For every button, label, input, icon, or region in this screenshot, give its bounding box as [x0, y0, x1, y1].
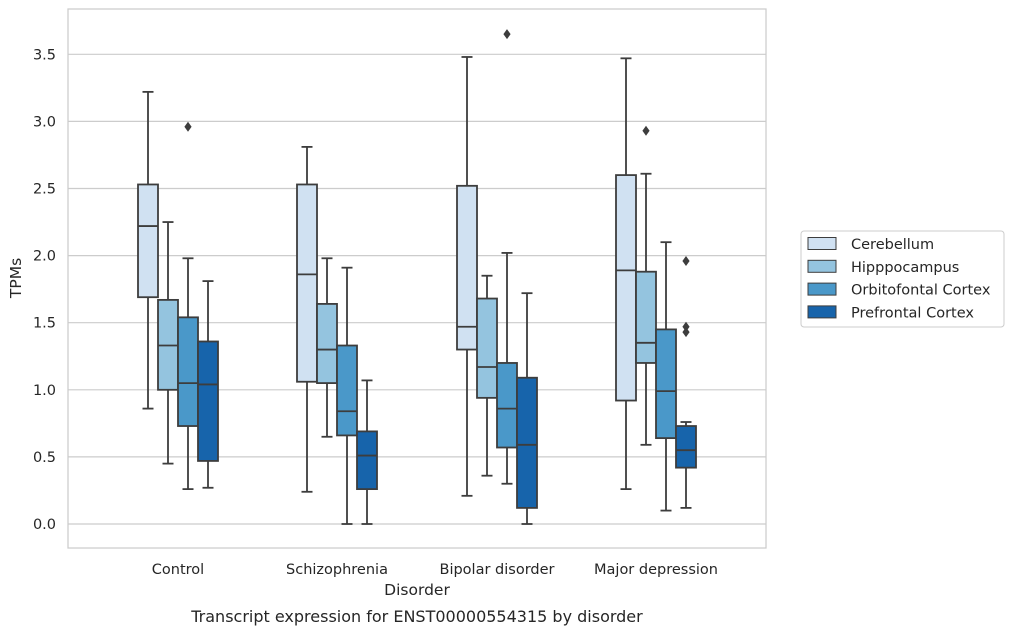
- y-tick-label: 1.5: [33, 316, 56, 332]
- iqr-box: [197, 340, 219, 462]
- iqr-box: [476, 297, 498, 399]
- box-3-2: [516, 292, 538, 525]
- box-2-3: [655, 241, 677, 512]
- legend-swatch: [807, 305, 837, 319]
- iqr-box: [356, 430, 378, 491]
- y-tick-label: 1.0: [33, 383, 56, 399]
- iqr-box: [177, 316, 199, 427]
- outlier-point: [642, 125, 650, 136]
- box-2-2: [496, 29, 518, 485]
- outlier-point: [682, 321, 690, 332]
- legend-frame: [800, 230, 1005, 328]
- box-0-0: [137, 90, 159, 410]
- iqr-box: [137, 183, 159, 299]
- y-tick-label: 3.0: [33, 114, 56, 130]
- legend-swatch: [807, 282, 837, 296]
- outlier-point: [184, 121, 192, 132]
- box-3-3: [675, 255, 697, 509]
- outlier-point: [682, 327, 690, 338]
- x-tick-label: Major depression: [594, 562, 718, 578]
- grid-lines: [68, 53, 766, 525]
- chart-caption: Transcript expression for ENST0000055431…: [190, 607, 643, 626]
- outlier-point: [682, 255, 690, 266]
- legend-label: Cerebellum: [851, 237, 934, 253]
- legend-swatch: [807, 259, 837, 273]
- box-1-1: [316, 257, 338, 438]
- box-0-1: [296, 145, 318, 493]
- legend: Cerebellum Hipppocampus Orbitofontal Corte…: [800, 230, 1005, 328]
- box-layer: [137, 29, 697, 525]
- plot-frame: [67, 8, 767, 549]
- y-axis-title: TPMs: [7, 258, 25, 299]
- iqr-box: [635, 270, 657, 364]
- box-0-2: [456, 56, 478, 497]
- y-tick-label: 3.5: [33, 47, 56, 63]
- box-3-0: [197, 280, 219, 489]
- x-tick-label: Control: [152, 562, 204, 578]
- y-tick-label: 2.0: [33, 249, 56, 265]
- box-1-2: [476, 274, 498, 477]
- legend-label: Hipppocampus: [851, 260, 959, 276]
- iqr-box: [496, 362, 518, 449]
- iqr-box: [456, 184, 478, 351]
- y-tick-label: 0.5: [33, 450, 56, 466]
- x-axis-title: Disorder: [384, 581, 450, 599]
- legend-swatch: [807, 237, 837, 250]
- iqr-box: [316, 303, 338, 384]
- box-1-0: [157, 221, 179, 465]
- x-tick-labels: Control Schizophrenia Bipolar disorder Majo…: [152, 562, 718, 578]
- iqr-box: [655, 328, 677, 440]
- x-tick-label: Bipolar disorder: [440, 562, 555, 578]
- y-tick-labels: 0.0 0.5 1.0 1.5 2.0 2.5 3.0 3.5: [33, 47, 56, 533]
- y-tick-label: 0.0: [33, 517, 56, 533]
- x-tick-label: Schizophrenia: [286, 562, 388, 578]
- iqr-box: [675, 425, 697, 469]
- box-0-3: [615, 57, 637, 491]
- legend-label: Prefrontal Cortex: [851, 305, 974, 321]
- iqr-box: [296, 183, 318, 383]
- box-3-1: [356, 379, 378, 525]
- iqr-box: [516, 376, 538, 509]
- legend-label: Orbitofontal Cortex: [851, 283, 991, 299]
- box-2-1: [336, 266, 358, 525]
- y-tick-label: 2.5: [33, 182, 56, 198]
- box-2-0: [177, 121, 199, 491]
- iqr-box: [615, 174, 637, 402]
- iqr-box: [336, 344, 358, 437]
- outlier-point: [503, 29, 511, 40]
- box-1-3: [635, 125, 657, 446]
